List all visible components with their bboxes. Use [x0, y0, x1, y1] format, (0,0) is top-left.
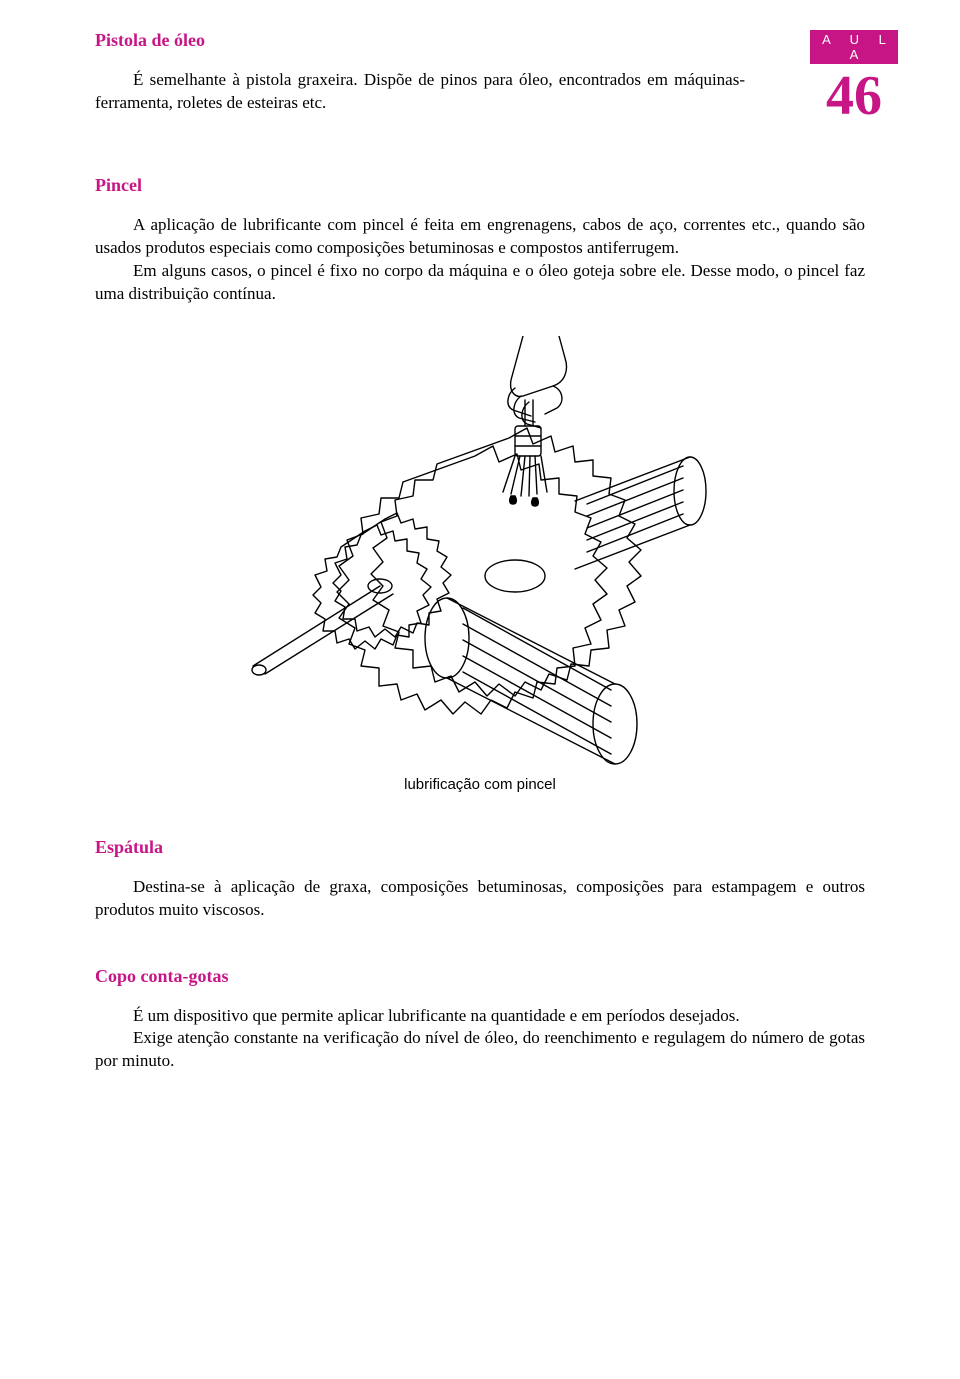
section-copo: Copo conta-gotas É um dispositivo que pe… — [95, 966, 865, 1074]
section-pistola: Pistola de óleo É semelhante à pistola g… — [95, 30, 865, 115]
heading-copo: Copo conta-gotas — [95, 966, 865, 987]
aula-label: A U L A — [810, 30, 898, 64]
heading-espatula: Espátula — [95, 837, 865, 858]
illustration-container: lubrificação com pincel — [95, 336, 865, 793]
para-copo-2: Exige atenção constante na verificação d… — [95, 1027, 865, 1073]
para-copo-1: É um dispositivo que permite aplicar lub… — [95, 1005, 865, 1028]
section-espatula: Espátula Destina-se à aplicação de graxa… — [95, 837, 865, 922]
para-pistola-1: É semelhante à pistola graxeira. Dispõe … — [95, 69, 745, 115]
heading-pistola: Pistola de óleo — [95, 30, 745, 51]
section-pincel: Pincel A aplicação de lubrificante com p… — [95, 175, 865, 793]
aula-number: 46 — [810, 64, 898, 124]
para-pincel-1: A aplicação de lubrificante com pincel é… — [95, 214, 865, 260]
illustration-caption: lubrificação com pincel — [404, 776, 556, 793]
shaft-front — [425, 598, 637, 764]
heading-pincel: Pincel — [95, 175, 865, 196]
para-pincel-2: Em alguns casos, o pincel é fixo no corp… — [95, 260, 865, 306]
aula-badge: A U L A 46 — [810, 30, 898, 124]
gear-brush-illustration — [215, 336, 745, 766]
para-espatula-1: Destina-se à aplicação de graxa, composi… — [95, 876, 865, 922]
small-gear — [313, 513, 451, 649]
hand-with-brush — [503, 336, 567, 506]
